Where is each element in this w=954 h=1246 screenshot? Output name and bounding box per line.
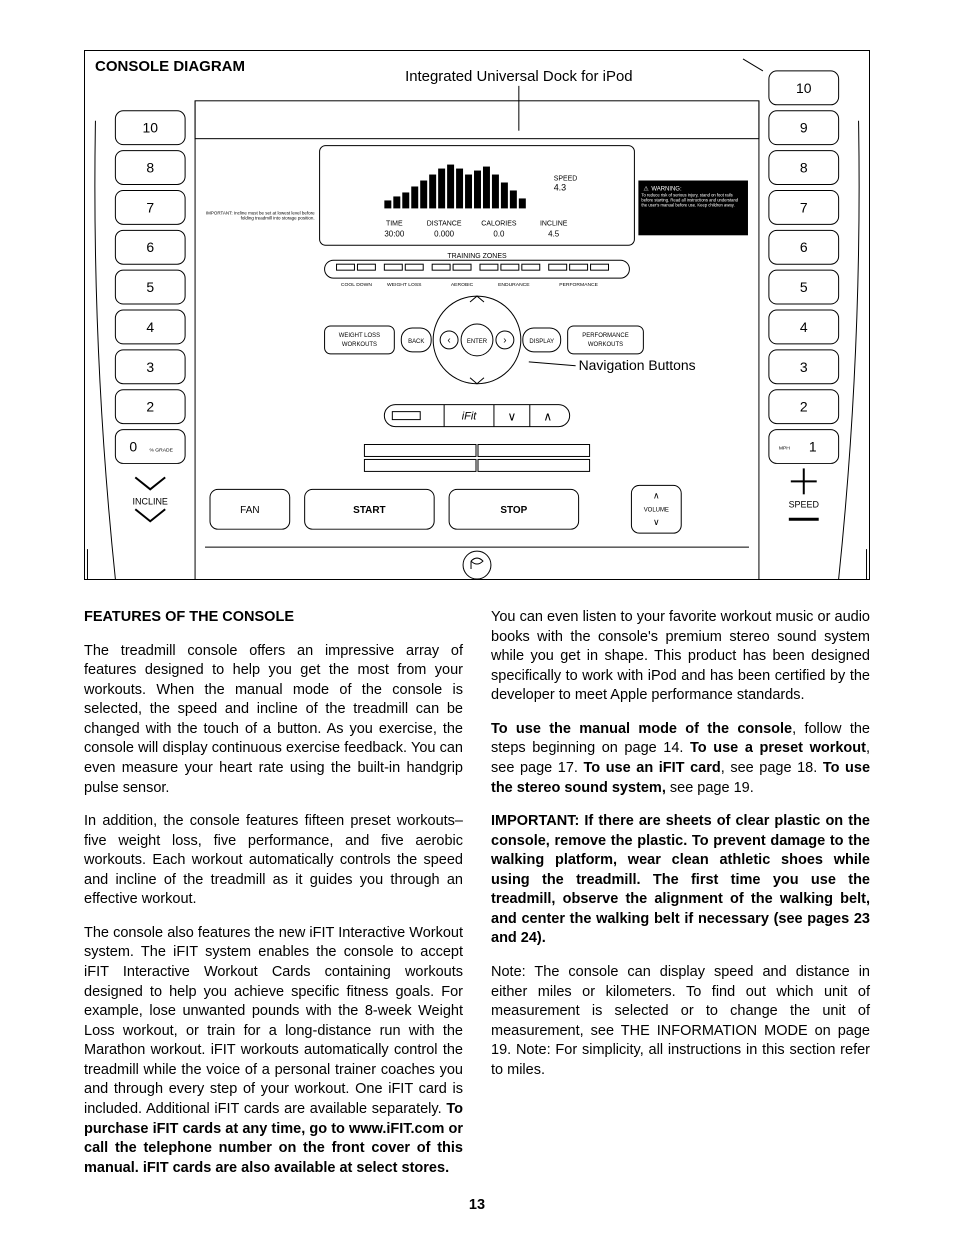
para-4: You can even listen to your favorite wor… — [491, 608, 870, 706]
svg-text:∨: ∨ — [507, 410, 516, 424]
svg-text:∧: ∧ — [653, 490, 660, 500]
diagram-svg: 10 8 7 6 5 4 3 2 0 % GRADE 10 9 8 — [85, 51, 869, 579]
console-diagram: CONSOLE DIAGRAM 10 8 7 6 5 4 3 2 0 % GR — [84, 50, 870, 580]
svg-text:5: 5 — [146, 279, 154, 295]
svg-text:∧: ∧ — [543, 410, 552, 424]
svg-text:2: 2 — [800, 399, 808, 415]
svg-text:4: 4 — [800, 319, 808, 335]
svg-text:SPEED: SPEED — [789, 499, 820, 509]
nav-label: Navigation Buttons — [579, 357, 696, 373]
svg-text:WORKOUTS: WORKOUTS — [342, 342, 377, 348]
para-1: The treadmill console offers an impressi… — [84, 642, 463, 799]
svg-text:BACK: BACK — [408, 339, 424, 345]
svg-text:3: 3 — [146, 359, 154, 375]
ifit-bar: iFit ∨ ∧ — [384, 405, 569, 427]
svg-text:8: 8 — [800, 160, 808, 176]
svg-text:9: 9 — [800, 120, 808, 136]
svg-text:START: START — [353, 505, 385, 516]
svg-text:AEROBIC: AEROBIC — [451, 282, 474, 288]
svg-text:4.3: 4.3 — [554, 182, 566, 192]
svg-text:7: 7 — [146, 199, 154, 215]
svg-text:›: › — [503, 335, 506, 346]
svg-text:10: 10 — [142, 120, 158, 136]
incline-controls: INCLINE — [133, 477, 168, 521]
svg-text:DISTANCE: DISTANCE — [427, 220, 462, 227]
svg-text:4: 4 — [146, 319, 154, 335]
svg-text:8: 8 — [146, 160, 154, 176]
svg-text:CALORIES: CALORIES — [481, 220, 517, 227]
body-text: FEATURES OF THE CONSOLE The treadmill co… — [84, 608, 870, 1178]
svg-text:INCLINE: INCLINE — [133, 496, 168, 506]
svg-text:INCLINE: INCLINE — [540, 220, 568, 227]
right-scale: 10 9 8 7 6 5 4 3 2 MPH 1 — [769, 71, 839, 464]
para-5: To use the manual mode of the console, f… — [491, 720, 870, 798]
svg-text:2: 2 — [146, 399, 154, 415]
svg-text:∨: ∨ — [653, 517, 660, 527]
svg-text:0: 0 — [129, 438, 137, 454]
dock-label: Integrated Universal Dock for iPod — [405, 68, 633, 85]
svg-text:DISPLAY: DISPLAY — [529, 339, 554, 345]
svg-text:3: 3 — [800, 359, 808, 375]
svg-text:PERFORMANCE: PERFORMANCE — [582, 333, 628, 339]
svg-text:WEIGHT LOSS: WEIGHT LOSS — [387, 282, 422, 288]
speed-controls: SPEED — [789, 468, 820, 519]
svg-text:% GRADE: % GRADE — [149, 447, 173, 453]
svg-text:VOLUME: VOLUME — [644, 507, 669, 513]
svg-text:PERFORMANCE: PERFORMANCE — [559, 282, 598, 288]
svg-text:10: 10 — [796, 80, 812, 96]
svg-text:6: 6 — [146, 239, 154, 255]
svg-text:⚠: ⚠ — [643, 185, 649, 192]
left-scale: 10 8 7 6 5 4 3 2 0 % GRADE — [115, 111, 185, 464]
svg-text:WEIGHT LOSS: WEIGHT LOSS — [339, 333, 380, 339]
svg-text:COOL DOWN: COOL DOWN — [341, 282, 372, 288]
svg-text:0.0: 0.0 — [493, 229, 505, 238]
svg-text:ENTER: ENTER — [467, 339, 488, 345]
para-7: Note: The console can display speed and … — [491, 963, 870, 1080]
svg-text:FAN: FAN — [240, 505, 259, 516]
svg-text:TRAINING ZONES: TRAINING ZONES — [447, 253, 507, 260]
page-number: 13 — [84, 1196, 870, 1216]
svg-text:6: 6 — [800, 239, 808, 255]
svg-text:‹: ‹ — [447, 335, 450, 346]
svg-text:iFit: iFit — [462, 411, 478, 423]
svg-text:STOP: STOP — [500, 505, 527, 516]
training-zones: TRAINING ZONES COOL DOWN WEIGHT LOSS AER… — [325, 253, 630, 288]
bottom-buttons: FAN START STOP ∧ VOLUME ∨ — [210, 485, 681, 533]
features-heading: FEATURES OF THE CONSOLE — [84, 608, 463, 628]
svg-text:7: 7 — [800, 199, 808, 215]
svg-text:SPEED: SPEED — [554, 176, 578, 183]
svg-text:TIME: TIME — [386, 220, 403, 227]
diagram-title: CONSOLE DIAGRAM — [95, 57, 245, 77]
svg-text:5: 5 — [800, 279, 808, 295]
para-3: The console also features the new iFIT I… — [84, 924, 463, 1178]
svg-text:WORKOUTS: WORKOUTS — [588, 342, 623, 348]
svg-text:4.5: 4.5 — [548, 229, 560, 238]
svg-text:MPH: MPH — [779, 445, 790, 451]
svg-text:ENDURANCE: ENDURANCE — [498, 282, 530, 288]
svg-text:30:00: 30:00 — [384, 229, 404, 238]
svg-text:1: 1 — [809, 438, 817, 454]
para-6-important: IMPORTANT: If there are sheets of clear … — [491, 812, 870, 949]
para-2: In addition, the console features fiftee… — [84, 812, 463, 910]
svg-text:0.000: 0.000 — [434, 229, 454, 238]
lcd-display: SPEED 4.3 TIME 30:00 DISTANCE 0.000 CALO… — [320, 146, 635, 246]
